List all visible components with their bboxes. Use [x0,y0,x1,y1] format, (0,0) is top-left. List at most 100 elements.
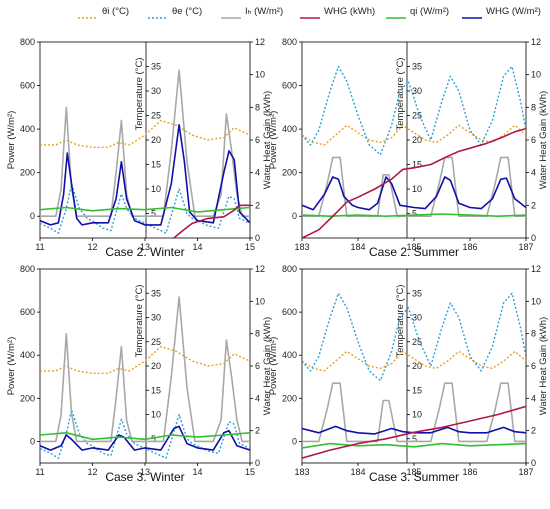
temp-tick-label: 25 [412,337,422,347]
x-tick-label: 183 [294,467,309,477]
temp-tick-label: 35 [151,288,161,298]
x-tick-label: 187 [518,242,533,252]
temp-tick-label: 30 [151,86,161,96]
kwh-tick-label: 8 [255,102,260,112]
kwh-tick-label: 12 [255,264,265,274]
series-line [302,382,526,443]
power-tick-label: 200 [20,168,35,178]
temp-tick-label: 20 [412,135,422,145]
temp-tick-label: 35 [151,62,161,72]
kwh-tick-label: 4 [255,168,260,178]
panel-caption: Case 2. Winter [105,245,184,259]
series-line [40,431,250,441]
power-axis-label: Power (W/m²) [268,111,279,170]
kwh-tick-label: 8 [531,329,536,339]
power-axis-label: Power (W/m²) [6,111,17,170]
power-tick-label: 800 [282,264,297,274]
legend-item: WHG (W/m²) [462,6,541,19]
temp-tick-label: 25 [151,111,161,121]
temp-tick-label: 15 [151,385,161,395]
kwh-tick-label: 4 [255,393,260,403]
temp-tick-label: 20 [151,135,161,145]
series-line [40,425,250,451]
series-line [40,124,250,226]
x-tick-label: 12 [87,242,97,252]
power-tick-label: 0 [292,211,297,221]
series-line [40,183,250,234]
temp-tick-label: 35 [412,62,422,72]
kwh-tick-label: 6 [255,135,260,145]
series-line [302,127,526,238]
x-tick-label: 186 [462,242,477,252]
x-tick-label: 14 [192,467,202,477]
kwh-tick-label: 10 [255,296,265,306]
series-line [173,204,250,238]
power-tick-label: 600 [20,81,35,91]
kwh-axis-label: Water Heat Gain (kWh) [538,91,549,189]
x-tick-label: 186 [462,467,477,477]
temp-tick-label: 15 [151,160,161,170]
legend-label: θe (°C) [172,6,202,17]
legend-item: Iₕ (W/m²) [221,6,283,19]
temp-tick-label: 25 [412,111,422,121]
temp-tick-label: 5 [412,209,417,219]
series-group [302,292,526,459]
x-tick-label: 15 [245,467,255,477]
chart-panel: 11 12 13 14 15020040060080051015202530350246… [6,264,273,484]
kwh-axis-label: Water Heat Gain (kWh) [262,317,273,415]
kwh-tick-label: 0 [255,233,260,243]
x-tick-label: 13 [140,467,150,477]
temp-tick-label: 10 [151,410,161,420]
x-tick-label: 11 [35,242,44,252]
series-line [40,119,250,149]
kwh-tick-label: 4 [531,393,536,403]
chart-panel: 11 12 13 14 15020040060080051015202530350246… [6,37,273,259]
power-tick-label: 400 [20,350,35,360]
legend-label: θi (°C) [102,6,129,17]
kwh-tick-label: 10 [531,70,541,80]
kwh-tick-label: 6 [531,135,536,145]
temperature-axis-label: Temperature (°C) [395,58,406,131]
panel-caption: Case 3. Winter [105,470,184,484]
series-line [40,296,250,443]
series-line [302,442,526,449]
series-group [40,69,250,238]
series-line [302,350,526,372]
x-tick-label: 187 [518,467,533,477]
legend-label: WHG (W/m²) [486,6,541,17]
temp-tick-label: 5 [151,434,156,444]
kwh-tick-label: 8 [255,329,260,339]
power-tick-label: 400 [282,124,297,134]
kwh-tick-label: 6 [531,361,536,371]
temperature-axis-label: Temperature (°C) [134,58,145,131]
temp-tick-label: 10 [412,184,422,194]
x-tick-label: 13 [140,242,150,252]
series-line [302,213,526,217]
legend-label: Iₕ (W/m²) [245,6,283,17]
temp-tick-label: 30 [412,313,422,323]
temp-tick-label: 10 [151,184,161,194]
kwh-tick-label: 2 [531,426,536,436]
power-tick-label: 800 [20,37,35,47]
series-line [40,408,250,459]
legend-item: WHG (kWh) [300,6,375,19]
series-line [40,206,250,213]
temp-tick-label: 5 [151,209,156,219]
power-tick-label: 400 [282,350,297,360]
temperature-axis-label: Temperature (°C) [134,285,145,358]
legend-item: θi (°C) [78,6,129,19]
power-axis-label: Power (W/m²) [268,337,279,396]
series-line [302,405,526,459]
power-tick-label: 400 [20,124,35,134]
x-tick-label: 11 [35,467,44,477]
chart-panel: 183 184 185 186 1870200400600800510152025303… [268,37,549,259]
series-line [302,65,526,156]
kwh-tick-label: 0 [255,458,260,468]
power-tick-label: 600 [20,307,35,317]
temp-tick-label: 5 [412,434,417,444]
kwh-tick-label: 2 [255,200,260,210]
power-tick-label: 200 [282,168,297,178]
temp-tick-label: 35 [412,288,422,298]
x-tick-label: 184 [350,242,365,252]
